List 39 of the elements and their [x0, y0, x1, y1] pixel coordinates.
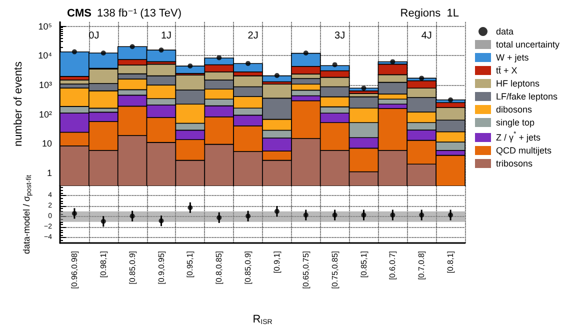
legend-label: QCD multijets [496, 146, 552, 156]
legend-label: tt̄ + X [496, 66, 518, 76]
annotation: 0J [88, 30, 100, 42]
x-tick-label: [0.85,0.9] [128, 251, 137, 284]
y-tick-label: 10³ [38, 80, 52, 90]
x-tick-label: [0.96,0.98] [70, 251, 79, 289]
x-tick-label: [0.98,1] [98, 251, 108, 278]
x-tick-label: [0.9,0.95] [156, 251, 166, 284]
text: total uncertainty [496, 40, 560, 50]
x-tick-label: [0.75,0.85] [330, 251, 340, 289]
x-tick-label: [0.6,0.7] [388, 251, 398, 280]
x-tick-label: [0.8,1] [446, 251, 456, 274]
annotation: 3J [334, 30, 346, 42]
chart-title: CMS [67, 8, 92, 20]
chart-subtitle: 138 fb⁻¹ (13 TeV) [97, 8, 182, 20]
x-tick-label: [0.9,1] [272, 251, 282, 274]
y-axis-title: number of events [12, 61, 24, 146]
x-tick-label: [0.85,0.9] [244, 251, 253, 284]
y-tick-label: 1 [46, 168, 52, 178]
x-tick-label: [0.8,0.85] [214, 251, 224, 284]
y-tick-label: 10⁵ [38, 21, 52, 32]
annotation: 4J [421, 30, 432, 42]
legend-label: single top [496, 118, 535, 128]
x-tick-label: [0.65,0.75] [301, 251, 310, 289]
annotation: 1J [160, 30, 172, 42]
legend-label: HF leptons [496, 78, 540, 88]
x-tick-label: [0.85,1] [359, 251, 368, 278]
y-tick-label: 10² [38, 109, 52, 120]
x-tick-label: [0.7,0.8] [417, 251, 426, 280]
y-tick-label: 10⁴ [38, 50, 52, 61]
legend-label: dibosons [496, 104, 533, 114]
legend-label: data [496, 26, 514, 36]
y-tick-label: 10 [42, 138, 52, 149]
legend-label: tribosons [496, 158, 534, 168]
text: Regions 1L [400, 8, 460, 20]
x-tick-label: [0.95,1] [186, 251, 195, 278]
annotation: 2J [248, 30, 258, 42]
legend-label: LF/fake leptons [496, 92, 558, 102]
legend-label: W + jets [496, 52, 530, 62]
